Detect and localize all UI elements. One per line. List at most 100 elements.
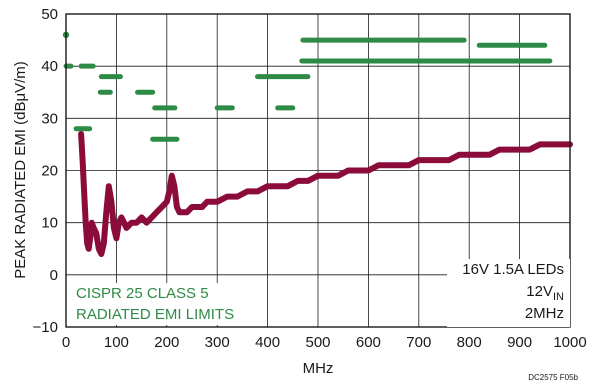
emi-data-point (285, 184, 290, 189)
emi-data-point (527, 147, 532, 152)
emi-data-point (101, 241, 107, 246)
emi-data-point (477, 152, 482, 157)
y-tick-label: 40 (41, 58, 58, 75)
y-tick-label: −10 (33, 319, 58, 336)
emi-data-point (275, 184, 280, 189)
emi-data-point (255, 189, 260, 194)
emi-data-point (111, 225, 117, 231)
emi-data-point (164, 199, 169, 204)
emi-data-point (83, 220, 88, 225)
emi-data-point (121, 220, 127, 225)
emi-data-point (487, 152, 492, 157)
emi-data-point (305, 178, 311, 184)
emi-data-point (139, 215, 144, 220)
emi-data-point (376, 163, 381, 168)
emi-data-point (124, 225, 129, 231)
x-tick-label: 0 (62, 334, 70, 351)
emi-data-point (199, 204, 205, 210)
emi-data-point (406, 163, 411, 168)
emi-data-point (547, 142, 552, 147)
emi-data-point (396, 163, 401, 168)
emi-data-point (81, 189, 87, 194)
emi-data-point (517, 147, 522, 152)
emi-data-point (235, 194, 240, 199)
emi-data-point (106, 184, 112, 189)
emi-data-point (86, 246, 91, 251)
y-tick-labels: −10 0 10 20 30 40 50 (33, 6, 58, 336)
emi-data-point (114, 236, 119, 241)
y-tick-label: 30 (41, 110, 58, 127)
emi-data-point (204, 199, 210, 204)
emi-data-point (184, 210, 190, 215)
emi-data-point (119, 215, 124, 220)
plot-frame (65, 13, 571, 328)
emi-data-point (80, 157, 85, 163)
emi-data-point (99, 251, 104, 257)
emi-data-point (154, 210, 159, 215)
emi-data-point (507, 147, 512, 152)
y-tick-label: 50 (41, 6, 58, 23)
x-tick-label: 700 (406, 334, 431, 351)
y-tick-label: 10 (41, 215, 58, 232)
emi-data-point (315, 173, 321, 178)
x-axis-title: MHz (303, 360, 334, 377)
emi-data-point (215, 199, 220, 204)
emi-data-point (94, 230, 99, 236)
emi-data-point (386, 163, 391, 168)
emi-data-point (172, 184, 177, 189)
x-tick-label: 500 (305, 334, 330, 351)
emi-data-point (537, 142, 542, 147)
x-tick-label: 300 (205, 334, 230, 351)
emi-data-point (189, 204, 195, 210)
x-tick-label: 200 (154, 334, 179, 351)
emi-data-point (85, 241, 90, 246)
emi-data-point (336, 173, 341, 178)
emi-data-point (179, 210, 185, 215)
emi-data-point (104, 210, 109, 215)
emi-data-point (497, 147, 502, 152)
emi-data-point (194, 204, 200, 210)
emi-trace (78, 131, 573, 257)
condition-freq: 2MHz (525, 305, 564, 322)
emi-data-point (91, 225, 96, 231)
emi-data-point (78, 131, 84, 137)
emi-data-point (265, 184, 270, 189)
emi-data-point (129, 220, 134, 225)
emi-data-point (89, 220, 94, 225)
y-axis-title: PEAK RADIATED EMI (dBμV/m) (12, 61, 29, 279)
conditions-box (447, 259, 570, 327)
emi-data-point (446, 157, 452, 163)
emi-data-point (366, 168, 371, 173)
limit-label-box (71, 283, 249, 325)
emi-data-point (210, 199, 215, 204)
emi-data-point (346, 168, 351, 173)
emi-data-point (467, 152, 472, 157)
emi-data-point (88, 236, 93, 241)
emi-data-point (134, 220, 139, 225)
emi-traces (78, 131, 573, 257)
y-tick-label: 0 (50, 267, 58, 284)
limit-label-line-2: RADIATED EMI LIMITS (76, 306, 234, 323)
figure-id: DC2575 F05b (528, 373, 578, 382)
x-tick-label: 600 (356, 334, 381, 351)
emi-data-point (426, 157, 432, 163)
emi-data-point (116, 220, 122, 225)
emi-data-point (144, 220, 149, 225)
x-tick-label: 800 (457, 334, 482, 351)
x-tick-labels: 0 100 200 300 400 500 600 700 800 900 1000 (62, 334, 587, 351)
emi-data-point (159, 204, 164, 210)
condition-vin: 12VIN (526, 283, 564, 303)
x-tick-label: 1000 (553, 334, 586, 351)
emi-data-point (436, 157, 442, 163)
emi-data-point (456, 152, 462, 157)
condition-vin-main: 12V (526, 283, 553, 300)
emi-data-point (356, 168, 361, 173)
emi-data-point (245, 189, 250, 194)
limit-lines (62, 31, 553, 142)
emi-data-point (109, 199, 114, 204)
limit-label-line-1: CISPR 25 CLASS 5 (76, 285, 209, 302)
emi-data-point (174, 204, 180, 210)
emi-data-point (295, 178, 300, 184)
emi-data-point (96, 246, 102, 251)
